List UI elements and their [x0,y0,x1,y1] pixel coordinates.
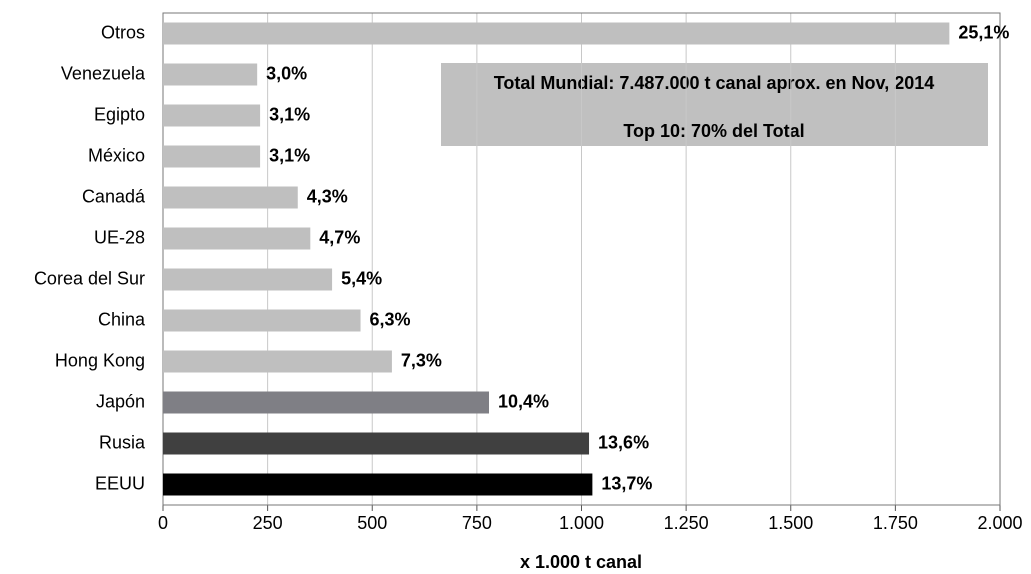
annotation: Total Mundial: 7.487.000 t canal aprox. … [494,73,935,93]
x-tick-label: 1.250 [664,513,709,533]
data-label: 13,7% [601,473,652,493]
y-tick-label: Canadá [82,186,146,206]
x-tick-label: 0 [158,513,168,533]
y-tick-label: Otros [101,22,145,42]
data-label: 10,4% [498,391,549,411]
y-tick-label: Venezuela [61,63,146,83]
bar [163,22,950,45]
y-tick-label: China [98,309,146,329]
bar [163,473,593,496]
data-label: 3,1% [269,104,310,124]
plot-frame [162,12,1001,506]
y-tick-label: Egipto [94,104,145,124]
data-label: 13,6% [598,432,649,452]
data-label: 6,3% [370,309,411,329]
annotation: Top 10: 70% del Total [623,121,804,141]
x-tick-label: 2.000 [977,513,1022,533]
bar [163,268,333,291]
bar [163,63,258,86]
data-label: 7,3% [401,350,442,370]
y-tick-label: UE-28 [94,227,145,247]
data-label: 25,1% [958,22,1009,42]
y-tick-label: Hong Kong [55,350,145,370]
x-tick-label: 500 [357,513,387,533]
x-axis-label: x 1.000 t canal [520,552,642,572]
x-tick-label: 1.750 [873,513,918,533]
bar [163,145,261,168]
data-label: 4,3% [307,186,348,206]
annotation-box [441,63,988,146]
y-tick-label: Rusia [99,432,146,452]
bar [163,227,311,250]
bar [163,391,490,414]
bar [163,309,361,332]
x-tick-label: 250 [253,513,283,533]
y-tick-label: México [88,145,145,165]
x-tick-label: 1.500 [768,513,813,533]
data-label: 5,4% [341,268,382,288]
bar [163,432,590,455]
data-label: 4,7% [319,227,360,247]
x-tick-label: 1.000 [559,513,604,533]
bar [163,350,392,373]
y-tick-label: Japón [96,391,145,411]
y-tick-label: EEUU [95,473,145,493]
data-label: 3,0% [266,63,307,83]
bar [163,186,298,209]
x-tick-label: 750 [462,513,492,533]
bar [163,104,261,127]
y-tick-label: Corea del Sur [34,268,145,288]
data-label: 3,1% [269,145,310,165]
